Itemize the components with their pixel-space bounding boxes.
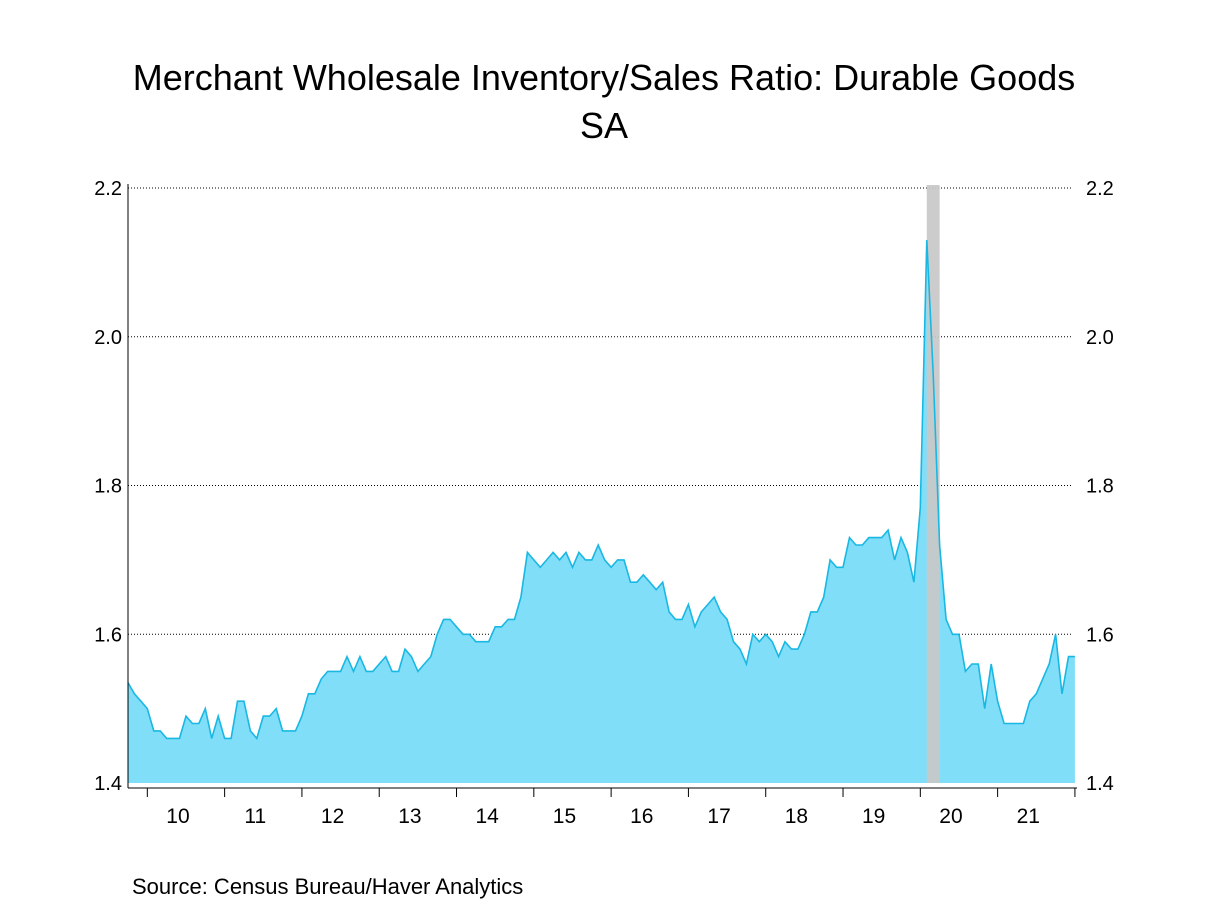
y-tick-label-left: 2.0: [94, 327, 122, 349]
x-tick-label: 20: [939, 805, 962, 828]
source-note: Source: Census Bureau/Haver Analytics: [132, 874, 524, 899]
series-line: [127, 240, 1075, 741]
x-tick-label: 19: [862, 805, 885, 828]
chart-subtitle: SA: [579, 105, 629, 146]
x-tick-label: 17: [707, 805, 730, 828]
y-tick-label-right: 1.4: [1086, 773, 1114, 795]
x-tick-label: 13: [398, 805, 421, 828]
y-tick-label-right: 2.0: [1086, 327, 1114, 349]
x-tick-label: 10: [166, 805, 189, 828]
y-tick-label-right: 2.2: [1086, 178, 1114, 200]
area-fill: [128, 240, 1075, 784]
x-tick-label: 16: [630, 805, 653, 828]
x-tick-label: 18: [785, 805, 808, 828]
chart-title: Merchant Wholesale Inventory/Sales Ratio…: [132, 57, 1076, 98]
y-tick-label-left: 1.8: [94, 476, 122, 498]
x-tick-label: 15: [553, 805, 576, 828]
y-tick-label-left: 1.4: [94, 773, 122, 795]
x-tick-label: 21: [1017, 805, 1040, 828]
recession-band: [926, 185, 940, 783]
x-tick-label: 14: [475, 805, 499, 828]
chart: 1.4 1.4 1.6 1.6 1.8 1.8 2.0 2.0 2.2 2.2 10 11 12 13 14…: [94, 178, 1114, 828]
y-tick-label-right: 1.8: [1086, 476, 1114, 498]
x-tick-label: 12: [321, 805, 344, 828]
x-tick-label: 11: [244, 805, 266, 828]
y-tick-label-left: 1.6: [94, 624, 122, 646]
y-tick-label-left: 2.2: [94, 178, 122, 200]
y-tick-label-right: 1.6: [1086, 624, 1114, 646]
